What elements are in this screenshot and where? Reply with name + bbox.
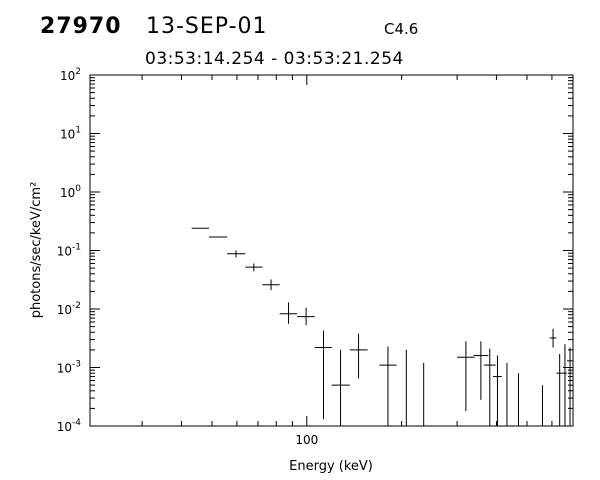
data-point xyxy=(483,348,496,426)
data-point xyxy=(549,328,557,348)
data-point xyxy=(457,341,475,412)
data-point xyxy=(349,333,368,379)
y-tick-label: 10-2 xyxy=(57,301,81,317)
observation-date: 13-SEP-01 xyxy=(146,14,268,39)
y-tick-label: 10-4 xyxy=(57,418,82,434)
data-point xyxy=(331,349,350,426)
goes-class: C4.6 xyxy=(384,20,419,38)
data-point xyxy=(556,354,563,426)
data-point xyxy=(245,263,263,272)
plot-frame xyxy=(89,74,574,427)
x-tick-label: 100 xyxy=(295,433,318,447)
y-tick-label: 100 xyxy=(60,184,81,200)
y-tick-label: 10-3 xyxy=(57,360,81,376)
data-points xyxy=(191,227,573,426)
x-axis-label: Energy (keV) xyxy=(289,459,373,474)
data-point xyxy=(473,341,489,400)
data-point xyxy=(379,346,397,426)
data-point xyxy=(227,250,246,258)
data-point xyxy=(567,347,573,426)
data-point xyxy=(562,344,568,426)
y-tick-label: 102 xyxy=(60,67,81,83)
y-tick-labels: 102 101 100 10-1 10-2 10-3 10-4 xyxy=(57,67,82,434)
data-point xyxy=(492,355,502,426)
burst-id: 27970 xyxy=(40,14,122,39)
time-range: 03:53:14.254 - 03:53:21.254 xyxy=(145,49,404,69)
y-tick-label: 10-1 xyxy=(57,243,81,259)
data-point xyxy=(297,307,315,326)
y-tick-label: 101 xyxy=(60,126,81,142)
y-axis-label: photons/sec/keV/cm² xyxy=(29,182,44,319)
data-point xyxy=(279,302,298,324)
axis-ticks xyxy=(90,74,574,427)
data-point xyxy=(262,279,280,291)
x-tick-labels: 100 xyxy=(295,433,318,447)
data-point xyxy=(314,330,332,420)
